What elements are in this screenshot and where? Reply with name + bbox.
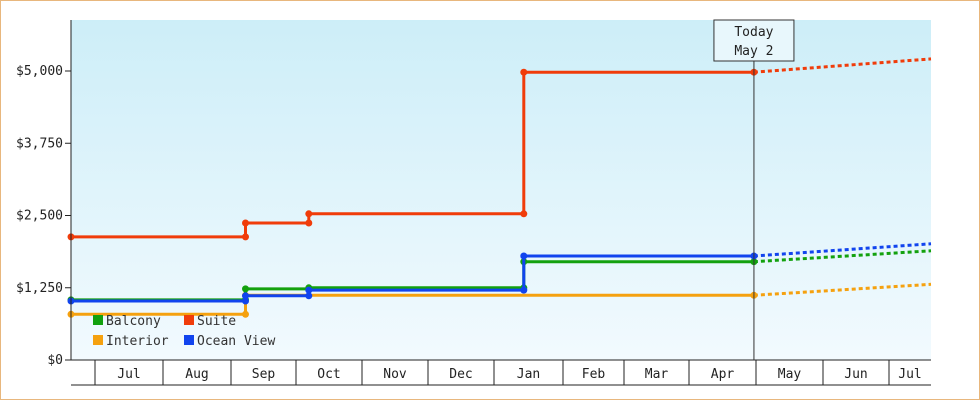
x-tick-label: Nov (383, 367, 407, 382)
series-point-suite[interactable] (305, 210, 313, 218)
y-tick-label: $3,750 (16, 136, 63, 151)
series-point-suite[interactable] (305, 219, 313, 227)
series-projection-balcony (753, 249, 932, 264)
legend-label-suite: Suite (197, 314, 236, 329)
today-label: Today (734, 25, 773, 40)
y-tick-label: $5,000 (16, 64, 63, 79)
legend-label-balcony: Balcony (106, 314, 161, 329)
x-tick-label: Jan (517, 367, 540, 382)
x-tick-label: Aug (185, 367, 208, 382)
x-tick-label: Apr (711, 367, 735, 382)
legend-swatch-balcony (93, 315, 103, 325)
today-date: May 2 (734, 44, 773, 59)
today-box (713, 19, 795, 62)
x-tick-label: Feb (582, 367, 606, 382)
series-point-ocean-view[interactable] (520, 252, 528, 260)
legend-label-interior: Interior (106, 334, 169, 349)
x-tick-label: Oct (317, 367, 340, 382)
x-tick-label: Dec (449, 367, 472, 382)
today-marker: Today May 2 (713, 19, 795, 360)
plot-background (71, 20, 931, 360)
series-point-interior[interactable] (242, 310, 249, 318)
series-point-suite[interactable] (520, 68, 528, 76)
legend-swatch-suite (184, 315, 194, 325)
x-tick-label: Jul (898, 367, 921, 382)
legend-swatch-interior (93, 335, 103, 345)
y-tick-label: $1,250 (16, 281, 63, 296)
series-layer (67, 57, 932, 318)
x-tick-label: May (778, 367, 802, 382)
x-tick-label: Jun (844, 367, 867, 382)
series-point-suite[interactable] (242, 233, 249, 241)
series-point-ocean-view[interactable] (305, 286, 313, 294)
y-tick-label: $2,500 (16, 209, 63, 224)
series-point-balcony[interactable] (242, 285, 249, 293)
x-tick-label: Jul (117, 367, 140, 382)
series-point-ocean-view[interactable] (242, 292, 249, 300)
legend: Balcony Suite Interior Ocean View (93, 314, 275, 349)
series-point-ocean-view[interactable] (305, 292, 313, 300)
series-projection-interior (753, 282, 932, 297)
legend-swatch-ocean-view (184, 335, 194, 345)
series-projection-ocean-view (753, 242, 932, 258)
series-point-ocean-view[interactable] (242, 297, 249, 305)
series-point-suite[interactable] (520, 210, 528, 218)
y-tick-label: $0 (47, 353, 63, 368)
x-tick-label: Sep (252, 367, 276, 382)
legend-label-ocean-view: Ocean View (197, 334, 275, 349)
series-projection-suite (753, 57, 932, 74)
series-point-ocean-view[interactable] (520, 286, 528, 294)
axis-layer: $0 $1,250 $2,500 $3,750 $5,000 Jul Aug Sep Oct No… (16, 20, 931, 386)
x-tick-label: Mar (645, 367, 669, 382)
series-point-suite[interactable] (242, 219, 249, 227)
